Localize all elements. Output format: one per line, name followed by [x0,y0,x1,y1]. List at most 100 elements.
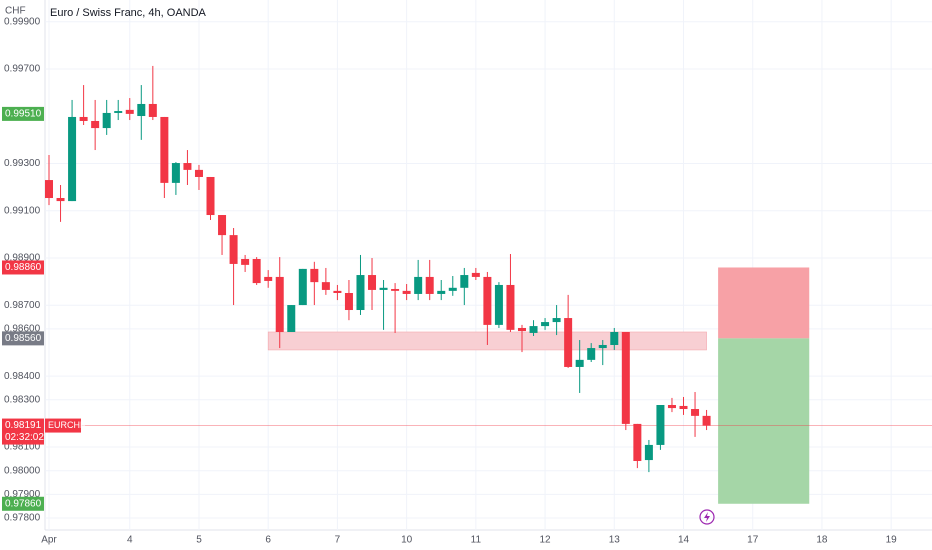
candle-body [321,282,330,290]
position-price-label-bg [2,331,44,346]
candle-body [529,326,538,333]
x-tick-label: 17 [747,535,759,546]
candle-body [414,276,423,294]
candle-body [44,180,53,199]
candle-body [287,305,296,332]
x-tick-label: 6 [265,535,271,546]
position-price-label: 0.97860 [5,498,42,509]
y-tick-label: 0.98000 [4,465,41,476]
candle-body [494,284,503,325]
position-price-label-bg [2,260,44,275]
candle-body [552,318,561,323]
candle-body [194,169,203,177]
candle-body [160,116,169,183]
chart-title: Euro / Swiss Franc, 4h, OANDA [50,7,207,19]
candle-body [218,215,227,236]
candle-body [114,111,123,113]
candle-body [610,331,619,345]
x-tick-label: 7 [335,535,341,546]
candle-body [56,198,65,202]
y-tick-label: 0.99100 [4,205,41,216]
x-tick-label: 5 [196,535,202,546]
candle-body [691,409,700,416]
x-tick-label: 13 [609,535,621,546]
candle-body [483,276,492,325]
y-tick-label: 0.98400 [4,371,41,382]
candle-body [125,109,134,114]
x-tick-label: 14 [678,535,690,546]
candle-body [206,176,215,216]
symbol-bg [45,418,81,433]
axis-price-label-bg [2,106,44,121]
candle-body [402,290,411,294]
candle-body [541,322,550,327]
x-tick-label: 19 [886,535,898,546]
candle-body [344,293,353,311]
x-tick-label: 11 [471,535,482,546]
candle-body [252,258,261,284]
candle-body [702,415,711,426]
currency: CHF [5,6,26,17]
symbol-label: EURCHF [48,420,86,430]
candle-body [333,290,342,294]
candle-body [171,163,180,183]
candle-body [564,318,573,367]
candle-body [517,327,526,332]
candle-body [598,344,607,349]
x-tick-label: 10 [401,535,413,546]
y-tick-label: 0.97800 [4,513,41,524]
x-tick-label: 4 [127,535,133,546]
candle-body [264,276,273,281]
y-tick-label: 0.99700 [4,64,41,75]
y-tick-label: 0.99300 [4,158,41,169]
reward-area [718,338,810,504]
position-price-label: 0.98560 [5,333,42,344]
candle-body [587,348,596,360]
candle-body [437,290,446,294]
y-tick-label: 0.98900 [4,253,41,264]
candle-body [460,275,469,288]
x-tick-label: Apr [41,535,57,546]
candle-body [656,405,665,445]
candle-body [633,423,642,462]
countdown: 02:32:02 [5,432,44,443]
candle-body [183,163,192,170]
candle-body [102,112,111,129]
candle-body [356,275,365,311]
position-price-label-bg [2,496,44,511]
y-tick-label: 0.98700 [4,300,41,311]
y-tick-label: 0.97900 [4,489,41,500]
candle-body [471,272,480,277]
last-price-label: 0.98191 [5,420,42,431]
candle-body [667,405,676,409]
x-tick-label: 18 [816,535,828,546]
candle-body [275,276,284,332]
y-tick-label: 0.98600 [4,324,41,335]
candle-body [379,287,388,290]
y-tick-label: 0.98100 [4,442,41,453]
candle-body [644,444,653,461]
candle-body [241,258,250,265]
last-price-label-bg [2,418,44,445]
candle-body [148,103,157,117]
candle-body [679,405,688,410]
candle-body [229,235,238,264]
candle-body [506,284,515,330]
risk-area [718,267,810,339]
candle-body [91,120,100,129]
y-tick-label: 0.99900 [4,16,41,27]
candle-body [425,276,434,294]
candle-body [310,268,319,283]
position-price-label: 0.98860 [5,262,42,273]
candle-body [575,359,584,367]
candle-body [391,288,400,291]
axis-price-label: 0.99510 [5,109,42,120]
candle-body [68,116,77,202]
alert-icon[interactable] [699,509,715,525]
candle-body [621,331,630,424]
candle-body [448,287,457,291]
x-tick-label: 12 [540,535,552,546]
candle-body [368,275,377,290]
candle-body [298,268,307,306]
